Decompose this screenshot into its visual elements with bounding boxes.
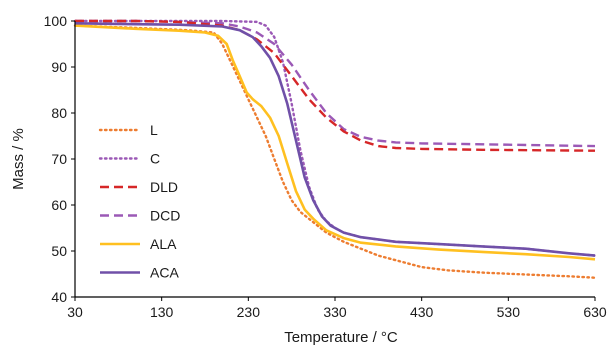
series-layer xyxy=(73,19,597,279)
x-tick-label: 130 xyxy=(150,304,174,320)
series-line-l xyxy=(73,24,597,279)
x-tick-label: 530 xyxy=(497,304,521,320)
legend-label-dcd: DCD xyxy=(150,208,180,224)
series-line-dcd xyxy=(75,19,596,148)
x-tick-label: 330 xyxy=(323,304,347,320)
legend-label-ala: ALA xyxy=(150,236,177,252)
y-tick-label: 60 xyxy=(51,197,67,213)
y-tick-label: 80 xyxy=(51,105,67,121)
legend-label-l: L xyxy=(150,122,158,138)
y-tick-label: 90 xyxy=(51,59,67,75)
y-tick-labels: 40 50 60 70 80 90 100 xyxy=(44,13,75,305)
x-tick-label: 630 xyxy=(583,304,607,320)
series-line-aca xyxy=(74,22,596,257)
y-tick-label: 70 xyxy=(51,151,67,167)
series-line-ala xyxy=(74,24,596,261)
legend-label-c: C xyxy=(150,151,160,167)
series-line-dld xyxy=(75,19,596,152)
y-axis-title: Mass / % xyxy=(10,128,27,190)
legend: LC DLD DCD ALA ACA xyxy=(98,122,180,281)
x-tick-label: 30 xyxy=(67,304,83,320)
x-tick-label: 230 xyxy=(237,304,261,320)
x-axis-title: Temperature / °C xyxy=(284,329,398,346)
legend-label-dld: DLD xyxy=(150,179,178,195)
x-tick-label: 430 xyxy=(410,304,434,320)
y-tick-label: 50 xyxy=(51,243,67,259)
y-tick-label: 100 xyxy=(44,13,68,29)
x-tick-labels: 30 130 230 330 430 530 630 xyxy=(67,297,607,320)
legend-label-aca: ACA xyxy=(150,265,179,281)
y-tick-label: 40 xyxy=(51,289,67,305)
